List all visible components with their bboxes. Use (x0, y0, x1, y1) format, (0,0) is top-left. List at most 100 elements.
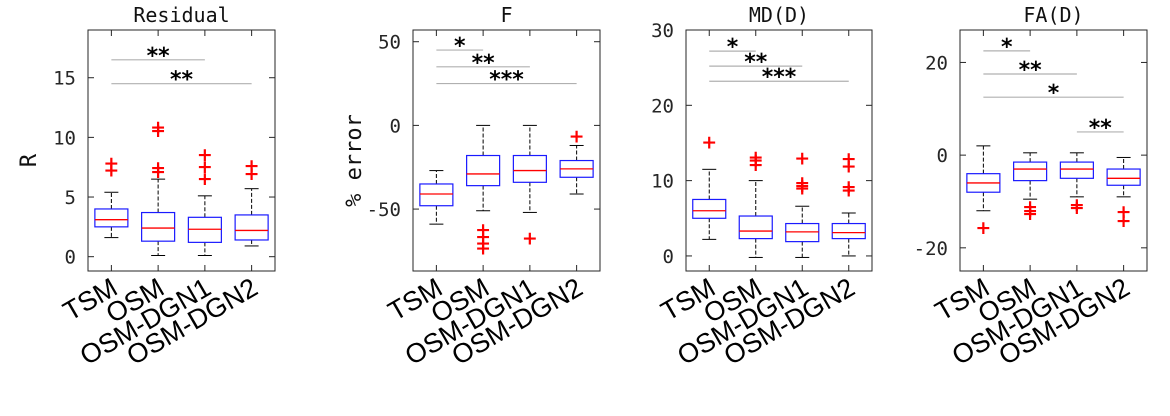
axes-frame (87, 29, 276, 272)
significance-label: ** (472, 51, 496, 76)
significance-label: ** (147, 44, 171, 69)
y-tick-label: 10 (53, 127, 76, 149)
box-osm: ++++ (141, 117, 176, 256)
significance-label: * (1048, 81, 1060, 106)
outlier-marker: + (150, 120, 166, 142)
significance-label: ** (744, 50, 768, 75)
y-tick-label: 0 (937, 145, 948, 167)
significance-bracket: ** (111, 44, 205, 69)
axes-frame (685, 29, 873, 272)
chart-title: F (500, 3, 512, 27)
axes-frame (412, 29, 601, 272)
outlier-marker: + (841, 156, 857, 178)
outlier-marker: + (748, 154, 764, 176)
significance-label: * (727, 35, 739, 60)
outlier-marker: + (475, 226, 491, 248)
box-iqr (141, 211, 176, 242)
y-tick-label: 5 (65, 187, 76, 209)
outlier-marker: + (841, 176, 857, 198)
box-osm-dgn1: +++ (187, 144, 222, 256)
y-tick-label: 0 (65, 247, 76, 269)
significance-bracket: ** (436, 51, 530, 76)
outlier-marker: + (1022, 203, 1038, 225)
y-tick-label: 20 (651, 95, 674, 117)
significance-bracket: *** (436, 68, 577, 93)
box-osm: +++ (1013, 152, 1048, 225)
significance-bracket: ** (111, 68, 252, 93)
box-iqr (1106, 168, 1141, 186)
outlier-marker: + (841, 148, 857, 170)
significance-bracket: * (709, 35, 756, 60)
outlier-marker: + (794, 177, 810, 199)
outlier-marker: + (1069, 197, 1085, 219)
outlier-marker: + (103, 152, 119, 174)
y-axis-label: R (17, 153, 42, 167)
chart-title: MD(D) (749, 3, 809, 27)
box-osm: ++++ (466, 124, 501, 260)
box-osm-dgn1: ++ (1059, 152, 1094, 219)
box-osm-dgn2: ++ (234, 155, 269, 247)
box-tsm (419, 170, 454, 225)
significance-bracket: ** (983, 58, 1077, 83)
box-tsm: + (692, 131, 727, 240)
significance-label: * (454, 34, 466, 59)
y-tick-label: 20 (925, 52, 948, 74)
outlier-marker: + (748, 150, 764, 172)
y-tick-label: -50 (367, 199, 401, 221)
significance-bracket: * (983, 81, 1124, 106)
outlier-marker: + (1069, 194, 1085, 216)
outlier-marker: + (475, 238, 491, 260)
y-tick-label: 15 (53, 68, 76, 90)
outlier-marker: + (197, 156, 213, 178)
significance-bracket: ** (709, 50, 803, 75)
y-axis-label: % error (342, 114, 367, 207)
outlier-marker: + (150, 161, 166, 183)
box-osm: +++ (738, 147, 773, 258)
y-tick-label: -20 (914, 238, 948, 260)
box-iqr (831, 222, 866, 240)
outlier-marker: + (522, 228, 538, 250)
outlier-marker: + (150, 117, 166, 139)
y-tick-label: 50 (378, 32, 401, 54)
box-iqr (512, 154, 547, 183)
box-iqr (234, 214, 269, 241)
box-iqr (1013, 161, 1048, 182)
chart-title: Residual (133, 3, 229, 27)
box-osm-dgn2: + (559, 125, 594, 195)
box-iqr (1059, 161, 1094, 179)
outlier-marker: + (197, 144, 213, 166)
outlier-marker: + (1116, 210, 1132, 232)
significance-label: *** (762, 65, 797, 90)
outlier-marker: + (701, 131, 717, 153)
outlier-marker: + (103, 160, 119, 182)
box-tsm: + (966, 145, 1001, 239)
outlier-marker: + (1116, 201, 1132, 223)
outlier-marker: + (1022, 196, 1038, 218)
significance-bracket: *** (709, 65, 849, 90)
significance-label: ** (170, 68, 194, 93)
outlier-marker: + (569, 125, 585, 147)
significance-label: ** (1019, 58, 1043, 83)
significance-label: * (1001, 35, 1013, 60)
y-tick-label: 0 (663, 246, 674, 268)
box-iqr (738, 215, 773, 240)
box-iqr (466, 154, 501, 187)
outlier-marker: + (197, 168, 213, 190)
outlier-marker: + (1022, 200, 1038, 222)
outlier-marker: + (794, 172, 810, 194)
outlier-marker: + (475, 233, 491, 255)
box-iqr (419, 183, 454, 207)
outlier-marker: + (841, 180, 857, 202)
box-osm-dgn1: ++++ (785, 147, 820, 258)
y-tick-label: 30 (651, 20, 674, 42)
box-iqr (94, 208, 129, 228)
box-osm-dgn2: ++ (1106, 156, 1141, 232)
outlier-marker: + (150, 157, 166, 179)
chart-title: FA(D) (1023, 3, 1083, 27)
outlier-marker: + (748, 147, 764, 169)
significance-label: *** (489, 68, 524, 93)
